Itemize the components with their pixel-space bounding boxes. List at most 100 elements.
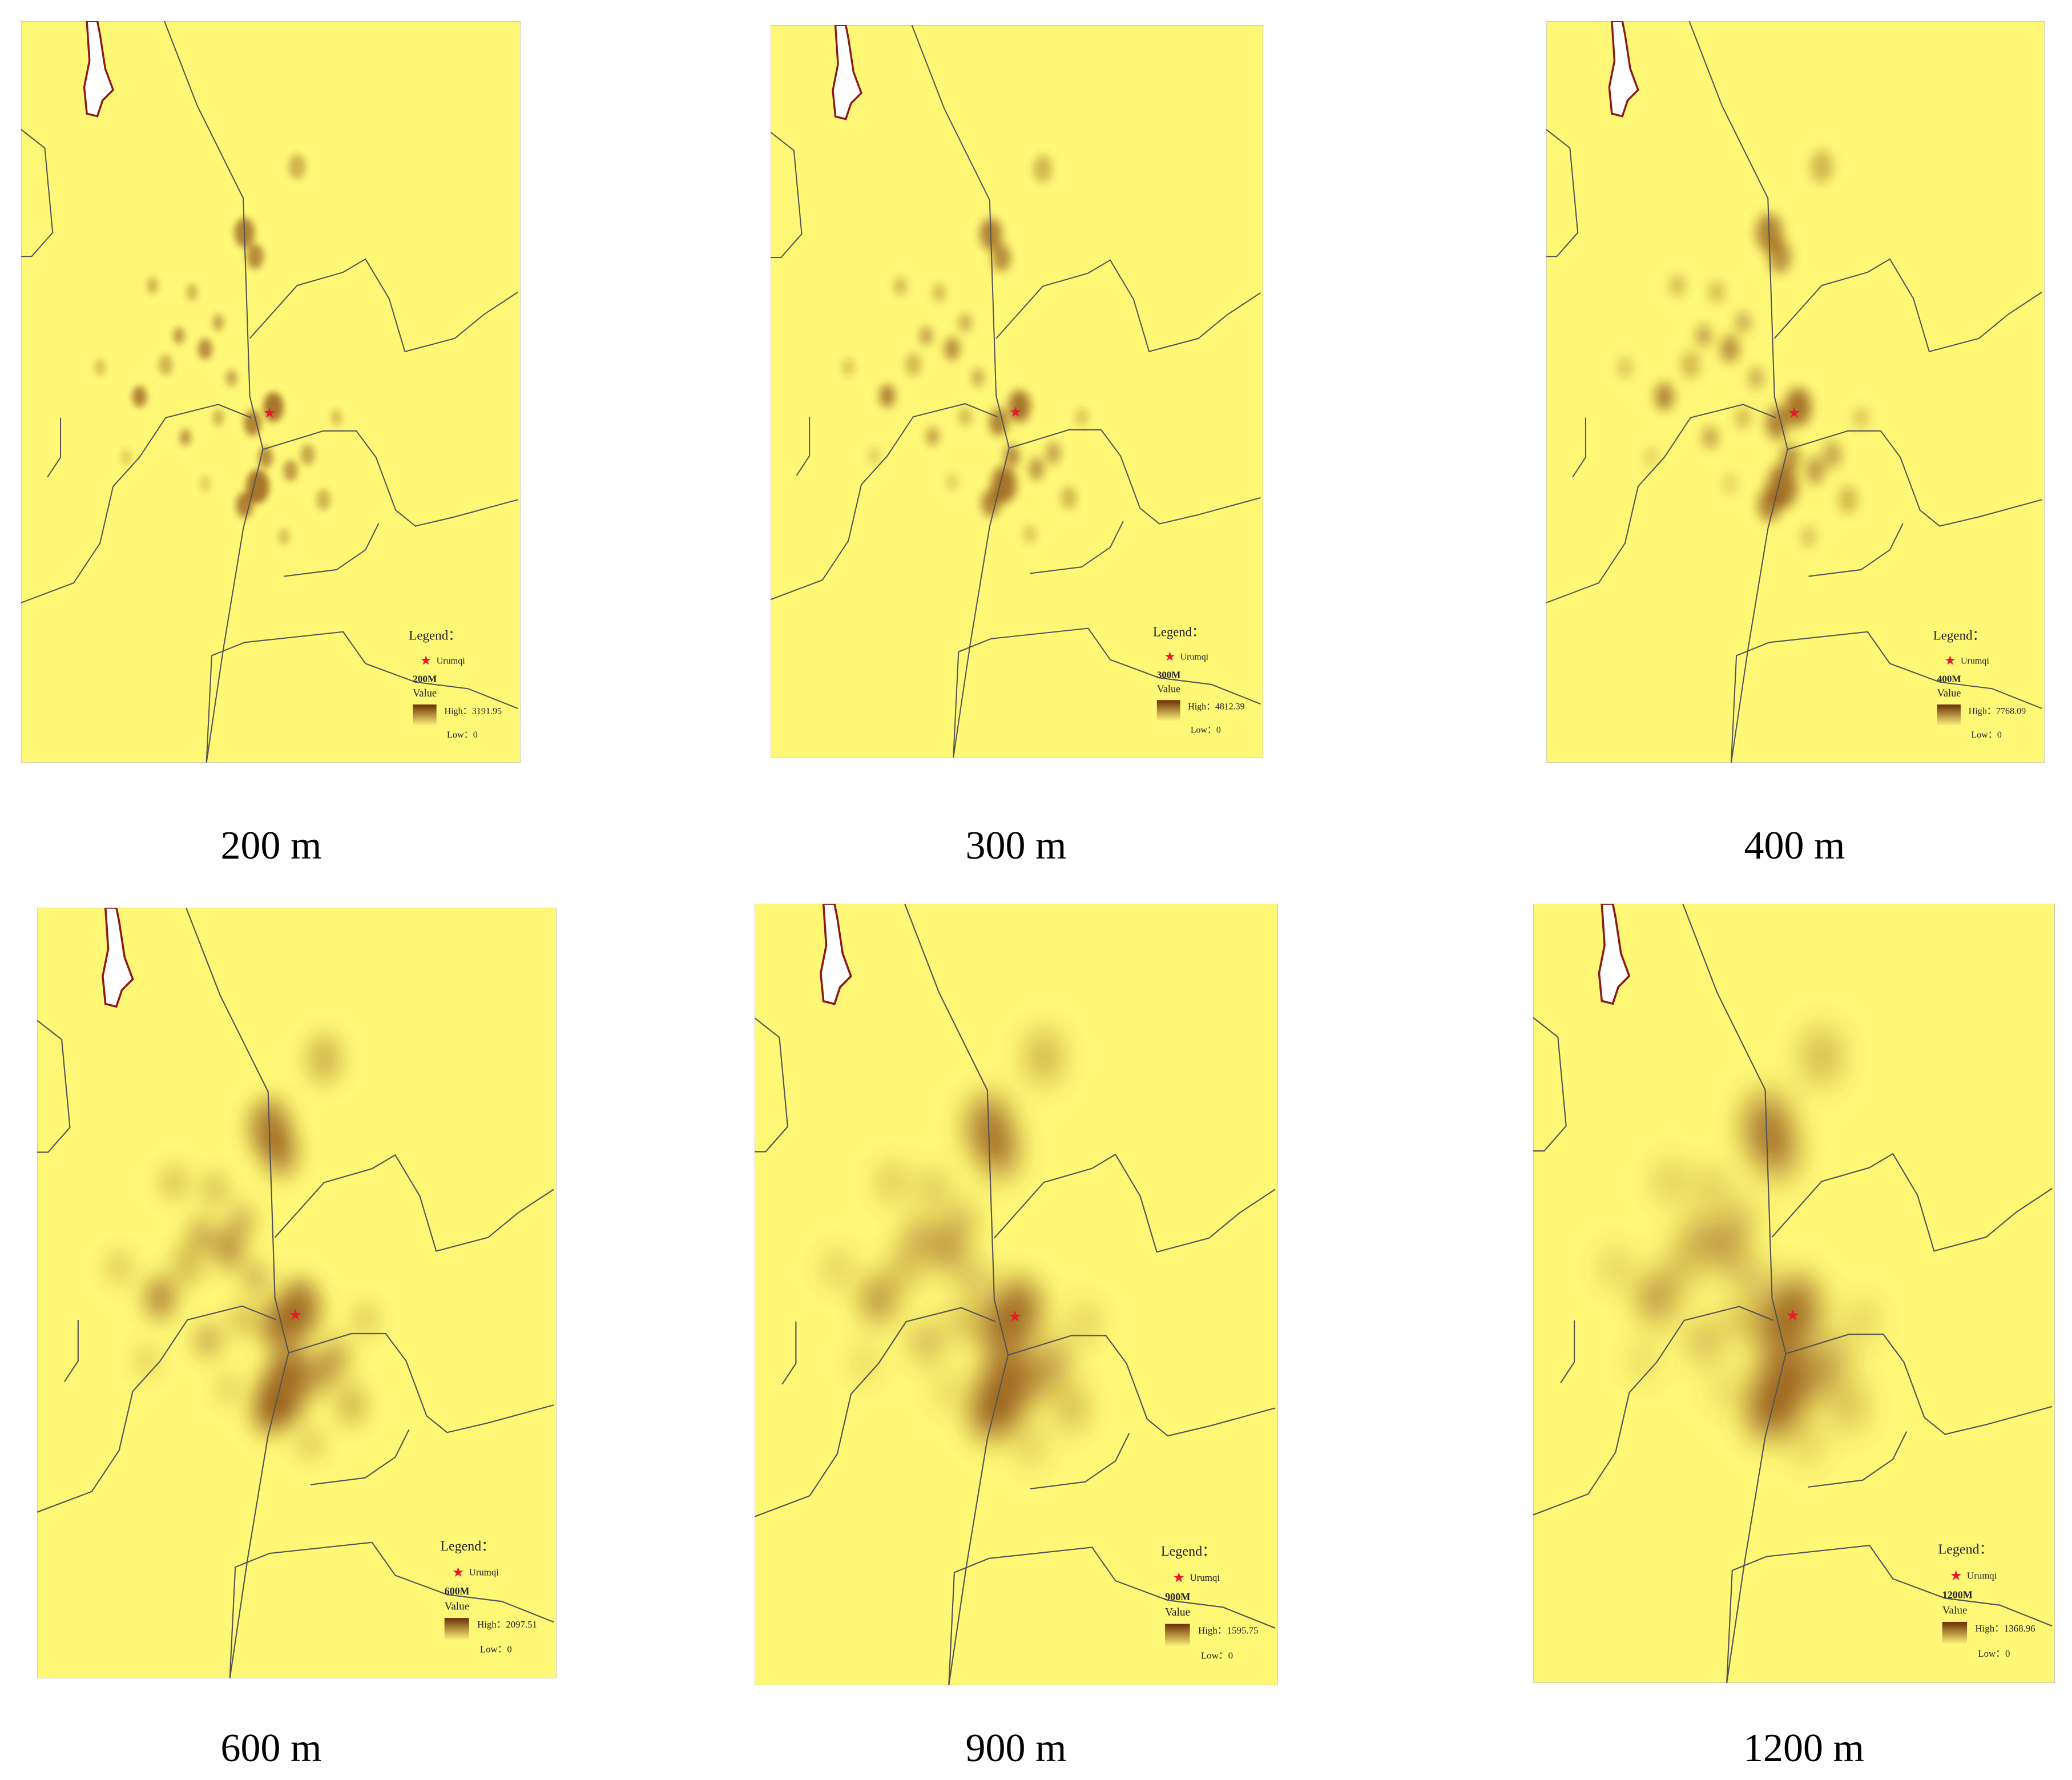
legend-high: High：7768.09	[1969, 706, 2026, 716]
density-hotspot	[1643, 446, 1659, 469]
density-hotspot	[263, 1127, 298, 1178]
density-hotspot	[1722, 473, 1738, 495]
density-hotspot	[1832, 1382, 1866, 1431]
density-hotspot	[260, 1300, 295, 1351]
density-hotspot	[1746, 1383, 1787, 1441]
density-hotspot	[1033, 155, 1053, 183]
legend-field: Value	[1165, 1606, 1190, 1618]
district-boundary	[1572, 417, 1586, 478]
district-boundary	[755, 1307, 996, 1517]
district-boundary	[263, 430, 518, 527]
density-hotspot	[1630, 1342, 1656, 1382]
district-boundary	[771, 403, 998, 601]
density-hotspot	[824, 1250, 850, 1288]
density-hotspot	[196, 1323, 220, 1358]
district-boundary	[21, 404, 252, 603]
density-hotspot	[225, 369, 237, 387]
district-boundary	[948, 1547, 1276, 1685]
density-hotspot	[173, 1244, 202, 1286]
density-hotspot	[958, 407, 971, 426]
density-hotspot	[199, 475, 211, 493]
density-hotspot	[1720, 335, 1740, 363]
district-boundary	[229, 1541, 554, 1678]
density-hotspot	[132, 386, 147, 408]
density-hotspot	[934, 1372, 961, 1410]
density-hotspot	[197, 338, 213, 360]
city-marker: ★	[263, 405, 276, 421]
density-hotspot	[981, 1123, 1019, 1180]
panel-caption: 600 m	[220, 1726, 322, 1770]
density-hotspot	[353, 1303, 377, 1337]
lake	[820, 904, 853, 1005]
density-hotspot	[1655, 382, 1674, 410]
density-hotspot	[1735, 311, 1751, 334]
district-boundary	[755, 1017, 789, 1153]
density-hotspot	[914, 1323, 940, 1362]
density-hotspot	[321, 1337, 350, 1379]
density-hotspot	[107, 1251, 131, 1284]
district-boundary	[1546, 129, 1579, 257]
legend-place: Urumqi	[1961, 656, 1989, 666]
density-hotspot	[1739, 1259, 1767, 1299]
legend-field: Value	[1157, 683, 1180, 695]
legend-high: High：1595.75	[1198, 1625, 1258, 1636]
district-boundary	[953, 627, 1261, 758]
legend-title: Legend：	[1161, 1544, 1216, 1559]
legend-field: Value	[413, 687, 437, 699]
district-boundary	[164, 21, 264, 763]
legend-place: Urumqi	[1180, 652, 1209, 662]
density-hotspot	[1801, 525, 1816, 548]
lake	[83, 21, 115, 118]
district-boundary	[995, 259, 1261, 352]
density-hotspot	[969, 1385, 1008, 1442]
legend-field: Value	[1937, 687, 1961, 699]
panel-caption: 900 m	[965, 1726, 1067, 1770]
legend-place: Urumqi	[1967, 1570, 1997, 1581]
district-boundary	[47, 417, 62, 478]
density-hotspot	[212, 314, 224, 331]
density-hotspot	[890, 1242, 922, 1290]
legend-ramp	[1942, 1621, 1968, 1644]
legend-marker: ★	[1172, 1570, 1185, 1585]
density-hotspot	[1698, 1169, 1725, 1209]
density-hotspot	[135, 1344, 158, 1378]
density-hotspot	[244, 1262, 268, 1295]
legend-high: High：1368.96	[1975, 1623, 2035, 1634]
density-hotspot	[1640, 1274, 1674, 1323]
density-hotspot	[1726, 1300, 1753, 1340]
legend-low: Low：0	[1971, 730, 2002, 740]
density-hotspot	[852, 1344, 878, 1383]
density-hotspot	[1028, 457, 1045, 481]
legend-high: High：2097.51	[477, 1619, 537, 1630]
legend-bandwidth: 300M	[1157, 669, 1181, 680]
density-hotspot	[1008, 390, 1031, 422]
district-boundary	[63, 1319, 79, 1382]
panel-caption: 1200 m	[1743, 1726, 1864, 1770]
lake	[102, 908, 134, 1008]
legend-place: Urumqi	[1190, 1572, 1220, 1583]
density-layer	[94, 154, 342, 545]
density-hotspot	[1670, 274, 1685, 297]
density-hotspot	[214, 1227, 243, 1270]
district-boundary	[288, 1332, 554, 1433]
density-hotspot	[283, 460, 298, 481]
panel-caption: 400 m	[1744, 824, 1845, 868]
density-hotspot	[1823, 441, 1842, 469]
density-hotspot	[252, 1385, 287, 1436]
density-hotspot	[1025, 1029, 1063, 1085]
legend-low: Low：0	[1978, 1648, 2010, 1659]
density-hotspot	[1075, 407, 1089, 426]
density-hotspot	[337, 1384, 366, 1426]
density-hotspot	[842, 358, 855, 377]
density-hotspot	[1055, 1384, 1087, 1432]
density-hotspot	[1023, 525, 1037, 544]
density-hotspot	[1696, 324, 1711, 347]
density-hotspot	[1667, 1240, 1701, 1290]
district-boundary	[284, 523, 380, 577]
density-hotspot	[231, 1303, 254, 1337]
district-boundary	[1807, 1431, 1908, 1488]
district-boundary	[1773, 258, 2042, 353]
district-boundary	[771, 131, 803, 259]
